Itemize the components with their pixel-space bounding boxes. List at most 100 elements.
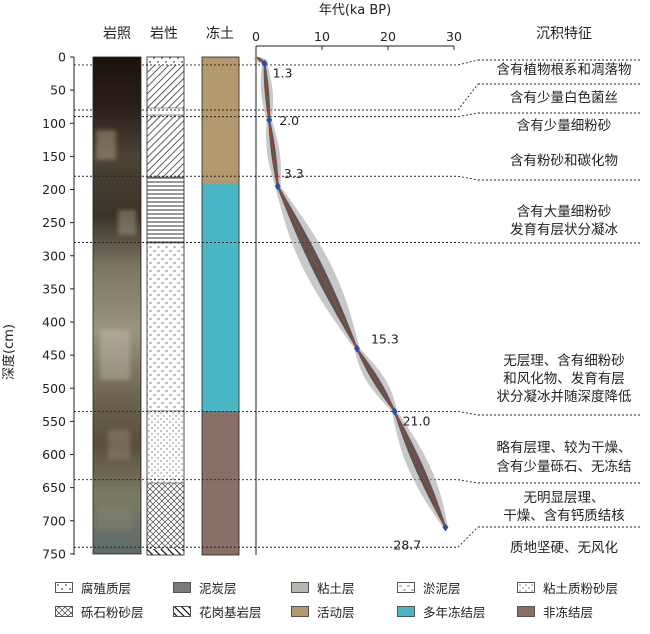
note-3: 含有少量细粉砂 — [517, 118, 612, 134]
depth-tick-label: 50 — [50, 83, 66, 98]
note-6c: 状分凝冰并随深度降低 — [497, 389, 632, 405]
legend-swatch-silt — [397, 582, 415, 593]
dating-age-label: 15.3 — [371, 332, 399, 347]
layer-boundaries — [74, 59, 640, 548]
note-1: 含有植物根系和凋落物 — [497, 62, 632, 78]
legend-label-humus: 腐殖质层 — [81, 581, 132, 596]
note-4: 含有粉砂和碳化物 — [510, 153, 618, 169]
legend-item-claysilt: 粘土质粉砂层 — [517, 578, 618, 597]
depth-tick-label: 300 — [42, 248, 66, 263]
depth-tick-label: 700 — [42, 513, 66, 528]
depth-tick-label: 600 — [42, 447, 66, 462]
legend-label-granite: 花岗基岩层 — [199, 605, 262, 620]
depth-tick-label: 100 — [42, 116, 66, 131]
legend-item-nonfrozen: 非冻结层 — [517, 602, 593, 621]
depth-tick-label: 150 — [42, 149, 66, 164]
legend-label-silt: 淤泥层 — [423, 581, 461, 596]
age-inner-band — [256, 57, 447, 528]
boundary-connector — [457, 175, 479, 181]
note-8b: 干燥、含有钙质结核 — [503, 508, 625, 524]
header-sediment: 沉积特征 — [536, 26, 592, 42]
note-5b: 发育有层状分凝冰 — [510, 222, 618, 238]
dating-age-label: 21.0 — [403, 413, 431, 428]
boundary-connector — [457, 112, 479, 118]
note-6a: 无层理、含有细粉砂 — [503, 353, 625, 369]
dating-age-label: 28.7 — [393, 537, 421, 552]
boundary-connector — [457, 410, 479, 416]
dating-point-marker — [391, 407, 398, 416]
legend-swatch-peat — [173, 582, 191, 593]
depth-tick-label: 400 — [42, 315, 66, 330]
dating-point-marker — [266, 115, 273, 124]
legend-label-peat: 泥炭层 — [199, 581, 237, 596]
legend-label-claysilt: 粘土质粉砂层 — [543, 581, 619, 596]
depth-tick-label: 650 — [42, 480, 66, 495]
boundary-connector — [457, 83, 479, 111]
legend-item-peat: 泥炭层 — [173, 578, 237, 597]
legend-item-granite: 花岗基岩层 — [173, 602, 262, 621]
legend-item-clay: 粘土层 — [291, 578, 355, 597]
depth-tick-label: 250 — [42, 215, 66, 230]
header-lithology: 岩性 — [150, 26, 178, 42]
depth-tick-label: 550 — [42, 414, 66, 429]
sediment-notes: 含有植物根系和凋落物 含有少量白色菌丝 含有少量细粉砂 含有粉砂和碳化物 含有大… — [497, 62, 632, 556]
depth-tick-label: 200 — [42, 182, 66, 197]
note-7b: 含有少量砾石、无冻结 — [497, 459, 632, 475]
dating-point-marker — [442, 523, 449, 532]
age-depth-model: 1.3 2.0 3.3 15.3 21.0 28.7 — [254, 56, 449, 552]
photo-column — [92, 56, 142, 555]
legend-item-permafrost: 多年冻结层 — [397, 602, 486, 621]
age-tick-label: 0 — [252, 29, 260, 44]
depth-tick-label: 350 — [42, 281, 66, 296]
legend-label-active: 活动层 — [317, 605, 355, 620]
depth-axis-label: 深度(cm) — [1, 324, 17, 380]
legend-label-clay: 粘土层 — [317, 581, 355, 596]
depth-tick-label: 500 — [42, 381, 66, 396]
legend-swatch-nonfrozen — [517, 606, 535, 617]
legend-item-humus: 腐殖质层 — [55, 578, 131, 597]
legend-swatch-granite — [173, 606, 191, 617]
depth-tick-label: 0 — [58, 50, 66, 65]
legend-swatch-clay — [291, 582, 309, 593]
age-axis: 0 10 20 30 — [252, 29, 462, 555]
lithology-column — [146, 56, 185, 556]
dating-point-marker — [274, 182, 281, 191]
age-tick-label: 10 — [314, 29, 330, 44]
note-2: 含有少量白色菌丝 — [510, 89, 618, 106]
legend-label-permafrost: 多年冻结层 — [423, 605, 486, 620]
dating-age-label: 2.0 — [279, 113, 299, 128]
dating-age-label: 1.3 — [273, 66, 293, 81]
depth-tick-label: 750 — [42, 546, 66, 561]
boundary-connector — [457, 526, 479, 548]
note-7a: 略有层理、较为干燥、 — [497, 440, 632, 456]
header-age-axis: 年代(ka BP) — [319, 3, 391, 18]
legend-swatch-humus — [55, 582, 73, 593]
note-8a: 无明显层理、 — [524, 490, 605, 506]
boundary-connector — [457, 479, 479, 484]
legend-swatch-active — [291, 606, 309, 617]
legend-item-active: 活动层 — [291, 602, 355, 621]
legend-label-gravel: 砾石粉砂层 — [81, 605, 144, 620]
note-5a: 含有大量细粉砂 — [517, 204, 612, 220]
header-frozen: 冻土 — [206, 25, 234, 42]
depth-tick-label: 450 — [42, 348, 66, 363]
boundary-connector — [457, 242, 479, 244]
age-tick-label: 20 — [380, 29, 396, 44]
dating-point-marker — [353, 344, 360, 353]
note-6b: 和风化物、发育有层 — [503, 371, 625, 387]
header-photo: 岩照 — [103, 26, 131, 42]
age-tick-label: 30 — [446, 29, 462, 44]
legend-swatch-claysilt — [517, 582, 535, 593]
legend-item-silt: 淤泥层 — [397, 578, 461, 597]
legend-swatch-gravel — [55, 606, 73, 617]
dating-age-label: 3.3 — [284, 166, 304, 181]
note-9: 质地坚硬、无风化 — [510, 540, 618, 556]
legend-label-nonfrozen: 非冻结层 — [543, 605, 594, 620]
boundary-connector — [457, 59, 479, 66]
dating-point-marker — [261, 59, 268, 68]
legend-item-gravel: 砾石粉砂层 — [55, 602, 144, 621]
legend-swatch-permafrost — [397, 606, 415, 617]
frozen-column — [201, 56, 240, 556]
depth-axis-ticks: 0 50 100 150 200 250 300 350 400 450 500 550 600 650 7… — [42, 50, 74, 561]
